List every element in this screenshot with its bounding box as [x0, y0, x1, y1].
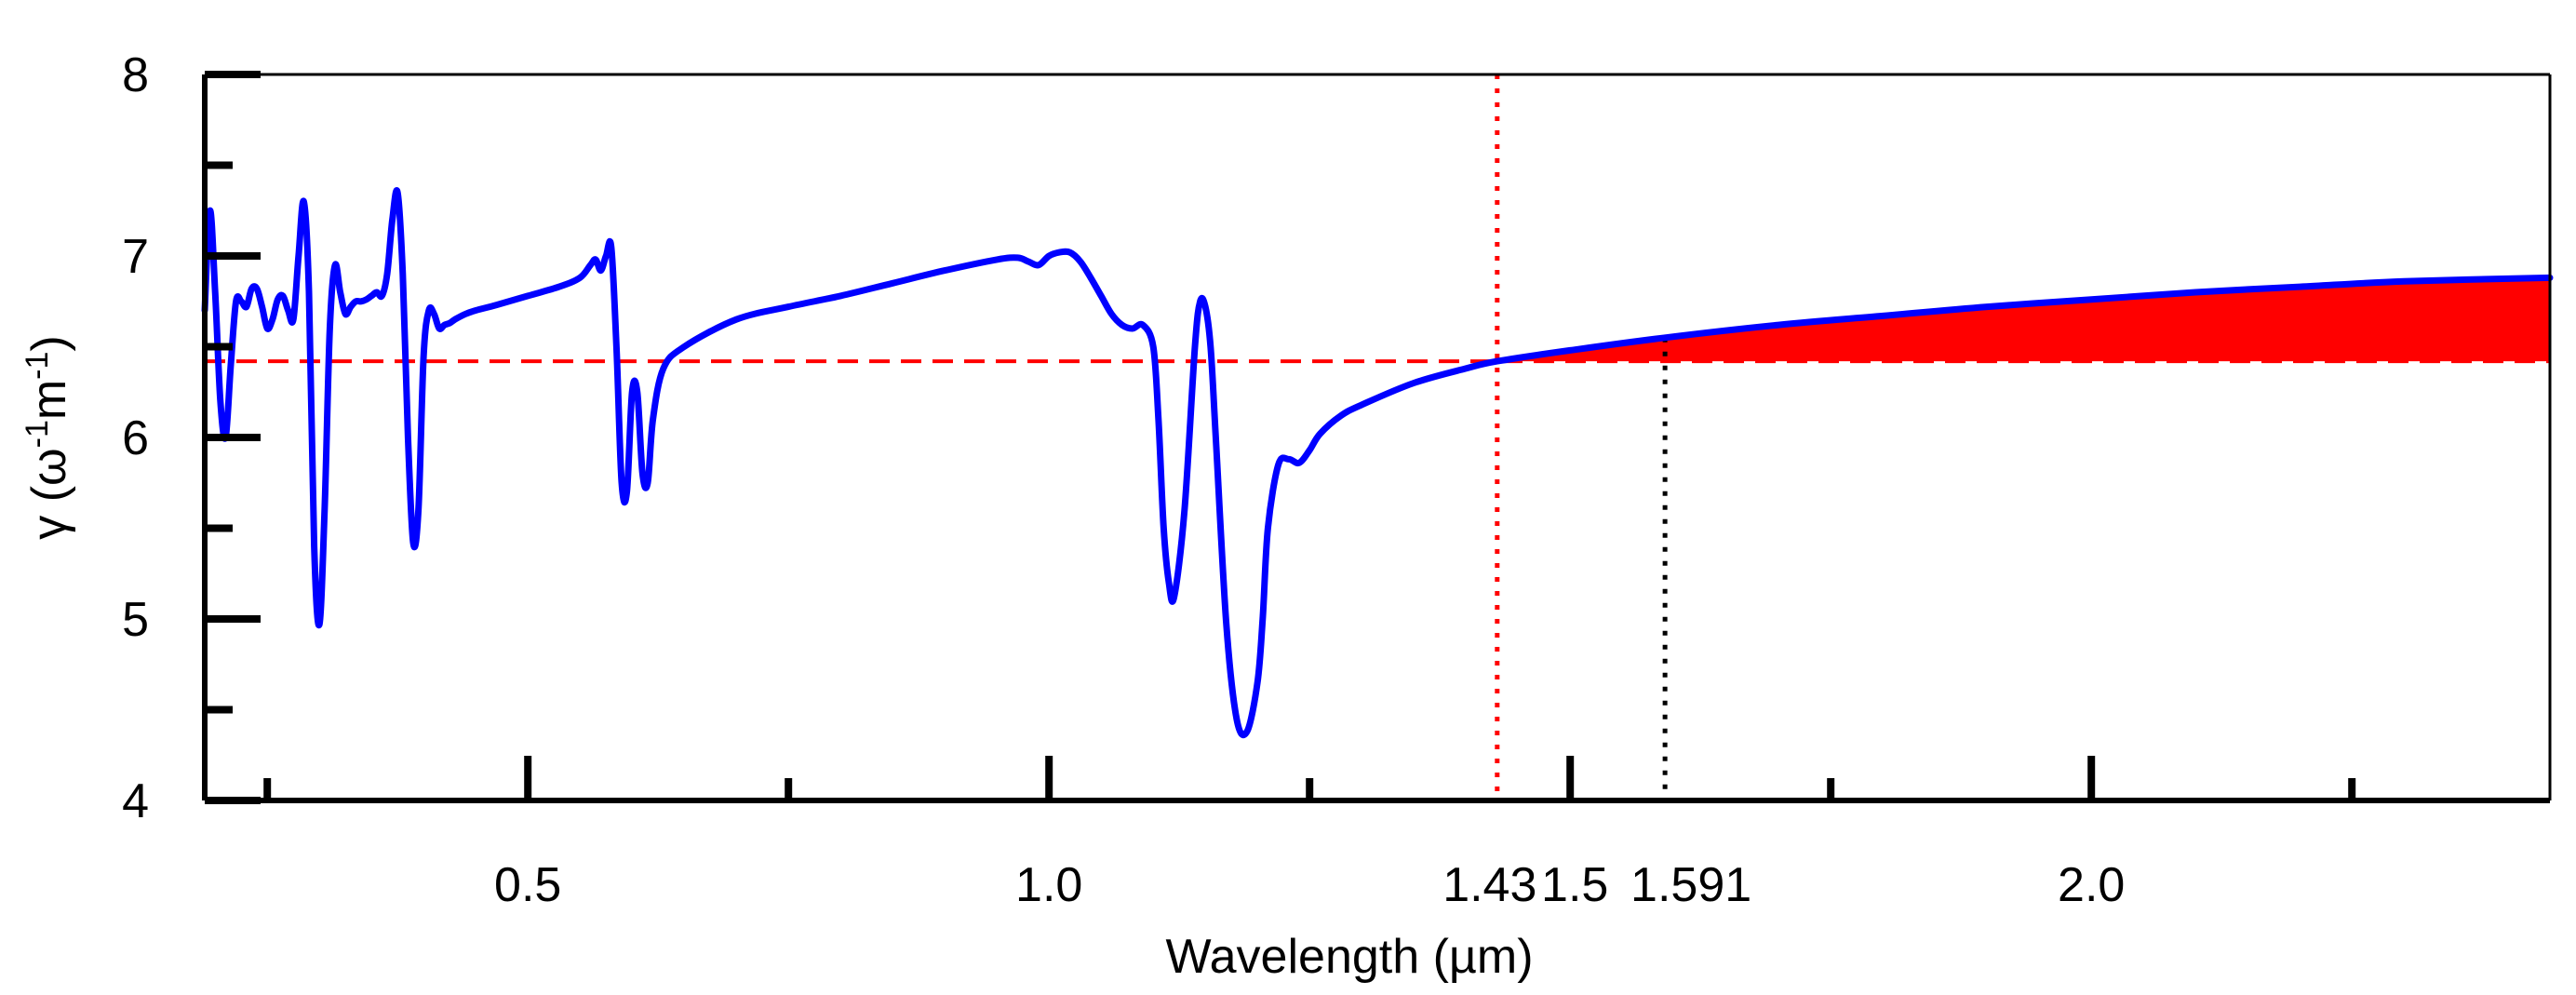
fill-region	[1496, 277, 2550, 362]
x-axis-ticks	[263, 756, 2356, 800]
x-tick-label: 2.0	[2058, 858, 2125, 912]
y-axis-title-symbol: γ	[22, 516, 76, 540]
y-axis-title-exp2: -1	[20, 352, 55, 380]
y-tick-labels: 4 5 6 7 8	[122, 48, 149, 828]
y-axis-ticks	[205, 71, 261, 804]
fill-layer	[1496, 277, 2550, 362]
y-tick-label: 8	[122, 48, 149, 102]
y-tick-label: 6	[122, 411, 149, 465]
x-tick-label: 1.5	[1541, 858, 1608, 912]
y-tick-label: 7	[122, 230, 149, 284]
y-axis-title: γ (ω-1m-1)	[20, 335, 76, 540]
x-tick-labels: 0.5 1.0 1.5 2.0	[494, 858, 2125, 912]
x-tick-label: 1.0	[1015, 858, 1082, 912]
y-tick-label: 4	[122, 774, 149, 828]
x-tick-label: 0.5	[494, 858, 561, 912]
y-axis-title-unit-mid: m	[22, 380, 76, 420]
annotation-label-1.591: 1.591	[1630, 858, 1751, 912]
series-layer	[201, 187, 2554, 739]
y-axis-title-unit-open: (ω	[22, 448, 76, 515]
reference-lines	[205, 74, 2550, 800]
y-tick-label: 5	[122, 593, 149, 647]
annotation-label-1.43: 1.43	[1442, 858, 1536, 912]
y-axis-title-unit-close: )	[22, 335, 76, 351]
x-axis-title: Wavelength (µm)	[1165, 930, 1533, 984]
series-line	[201, 187, 2554, 739]
y-axis-title-exp1: -1	[20, 420, 55, 448]
annotation-labels: 1.43 1.591	[1442, 858, 1751, 912]
